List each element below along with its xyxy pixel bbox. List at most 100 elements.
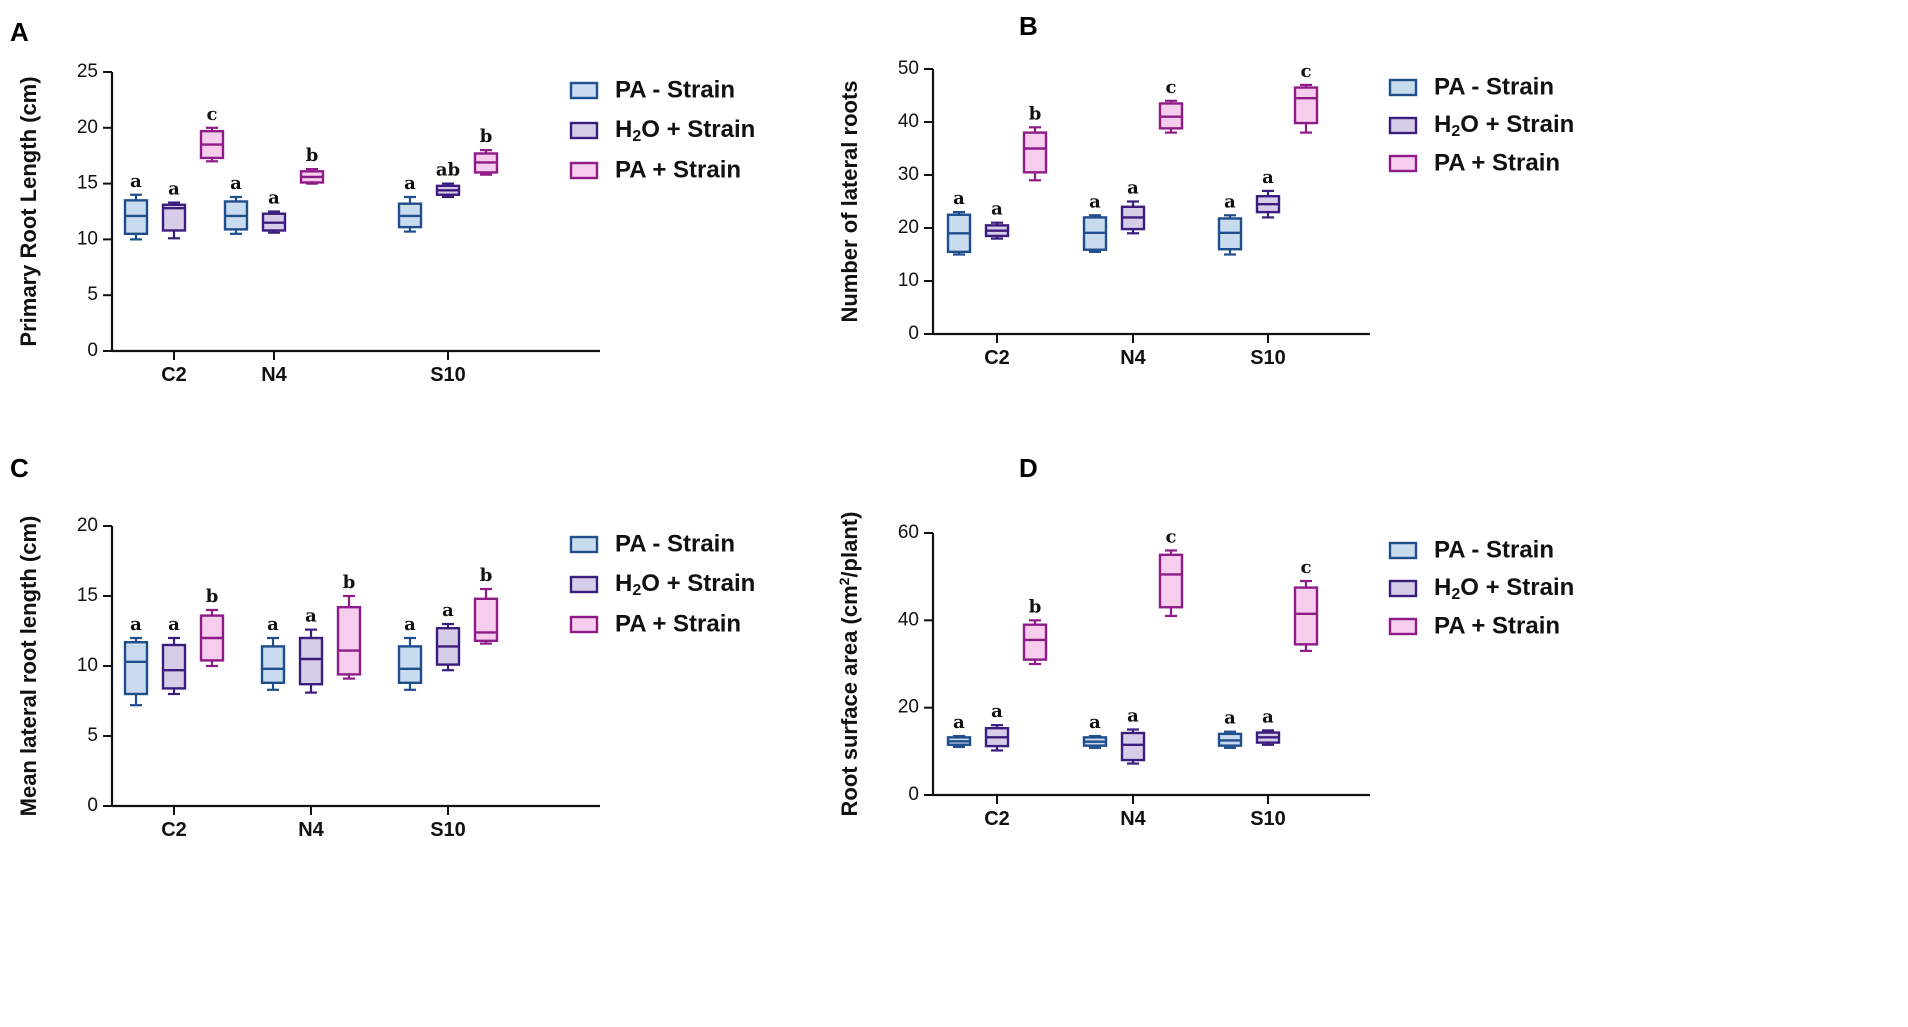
- y-axis-label: Primary Root Length (cm): [16, 76, 41, 346]
- significance-letter: a: [1224, 708, 1236, 729]
- x-tick-label: C2: [984, 808, 1010, 830]
- significance-letter: c: [1301, 61, 1312, 82]
- x-tick-label: N4: [1120, 347, 1146, 369]
- box-c2-1: a: [123, 614, 149, 707]
- box-s10-3: c: [1293, 557, 1319, 653]
- box-c2-3: b: [1022, 103, 1048, 182]
- box-iqr: [1022, 131, 1048, 174]
- panel-letter: A: [10, 17, 29, 47]
- y-tick-label: 0: [908, 323, 919, 344]
- significance-letter: b: [343, 572, 356, 593]
- box-n4-2: a: [1120, 178, 1146, 235]
- box-c2-3: b: [1022, 596, 1048, 666]
- legend-swatch: [1388, 579, 1418, 598]
- legend-swatch: [569, 161, 599, 180]
- box-n4-3: b: [299, 145, 325, 185]
- panel-c: C 0 5 10 15 20 C2 N4 S10 Mean lateral root length…: [10, 453, 755, 841]
- box-s10-3: b: [473, 126, 499, 176]
- legend: PA - Strain H2O + Strain PA + Strain: [569, 530, 755, 637]
- significance-letter: b: [306, 145, 319, 166]
- y-tick-label: 40: [898, 609, 919, 630]
- box-iqr: [298, 636, 324, 686]
- box-iqr: [1293, 86, 1319, 125]
- significance-letter: a: [991, 701, 1003, 722]
- box-s10-2: a: [1255, 706, 1281, 746]
- y-tick-label: 5: [87, 725, 98, 746]
- significance-letter: a: [168, 614, 180, 635]
- legend-swatch: [1388, 541, 1418, 560]
- y-tick-label: 20: [77, 117, 98, 138]
- significance-letter: a: [404, 173, 416, 194]
- y-tick-label: 5: [87, 284, 98, 305]
- y-tick-label: 60: [898, 522, 919, 543]
- significance-letter: a: [1262, 706, 1274, 727]
- significance-letter: b: [1029, 596, 1042, 617]
- significance-letter: c: [207, 104, 218, 125]
- significance-letter: a: [130, 614, 142, 635]
- y-tick-label: 30: [898, 164, 919, 185]
- box-iqr: [1293, 586, 1319, 646]
- legend-swatch: [569, 575, 599, 594]
- legend-label: PA + Strain: [615, 610, 741, 637]
- box-c2-1: a: [946, 188, 972, 256]
- significance-letter: b: [206, 586, 219, 607]
- x-tick-label: S10: [1250, 347, 1286, 369]
- y-tick-label: 0: [87, 340, 98, 361]
- box-c2-3: b: [199, 586, 225, 668]
- significance-letter: a: [1127, 178, 1139, 199]
- y-tick-label: 15: [77, 173, 98, 194]
- box-n4-2: a: [298, 606, 324, 694]
- box-c2-1: a: [946, 712, 972, 749]
- significance-letter: c: [1166, 77, 1177, 98]
- y-axis-label: Number of lateral roots: [837, 80, 862, 322]
- box-s10-2: ab: [435, 160, 461, 199]
- y-tick-label: 20: [77, 515, 98, 536]
- significance-letter: a: [991, 199, 1003, 220]
- y-tick-label: 0: [87, 795, 98, 816]
- x-tick-label: S10: [1250, 808, 1286, 830]
- box-iqr: [161, 643, 187, 690]
- significance-letter: a: [168, 179, 180, 200]
- box-iqr: [397, 645, 423, 685]
- box-s10-1: a: [1217, 191, 1243, 256]
- significance-letter: a: [268, 188, 280, 209]
- box-c2-2: a: [161, 179, 187, 240]
- significance-letter: a: [305, 606, 317, 627]
- y-axis-label: Root surface area (cm2/plant): [836, 512, 862, 817]
- panel-letter: D: [1019, 453, 1038, 483]
- legend-label: PA - Strain: [615, 530, 735, 557]
- panel-letter: C: [10, 453, 29, 483]
- box-n4-3: c: [1158, 526, 1184, 618]
- significance-letter: a: [1127, 706, 1139, 727]
- significance-letter: b: [480, 565, 493, 586]
- legend: PA - Strain H2O + Strain PA + Strain: [569, 76, 755, 183]
- y-tick-label: 10: [77, 655, 98, 676]
- legend-label: PA - Strain: [1434, 536, 1554, 563]
- significance-letter: b: [1029, 103, 1042, 124]
- x-tick-label: S10: [430, 364, 466, 386]
- legend-swatch: [569, 121, 599, 140]
- y-tick-label: 20: [898, 217, 919, 238]
- box-n4-3: c: [1158, 77, 1184, 134]
- x-tick-label: C2: [161, 819, 187, 841]
- legend-swatch: [569, 535, 599, 554]
- legend-swatch: [1388, 617, 1418, 636]
- box-s10-1: a: [397, 173, 423, 233]
- box-c2-2: a: [984, 701, 1010, 752]
- box-iqr: [1120, 731, 1146, 762]
- box-iqr: [1022, 623, 1048, 661]
- significance-letter: a: [953, 712, 965, 733]
- box-iqr: [123, 641, 149, 696]
- x-tick-label: C2: [984, 347, 1010, 369]
- legend-label: PA - Strain: [1434, 73, 1554, 100]
- x-tick-label: C2: [161, 364, 187, 386]
- box-n4-2: a: [261, 188, 287, 234]
- box-iqr: [161, 203, 187, 232]
- legend: PA - Strain H2O + Strain PA + Strain: [1388, 73, 1574, 176]
- legend-swatch: [569, 81, 599, 100]
- box-iqr: [336, 606, 362, 676]
- x-tick-label: N4: [298, 819, 324, 841]
- legend-swatch: [1388, 78, 1418, 97]
- legend-label: H2O + Strain: [615, 116, 755, 145]
- y-tick-label: 0: [908, 784, 919, 805]
